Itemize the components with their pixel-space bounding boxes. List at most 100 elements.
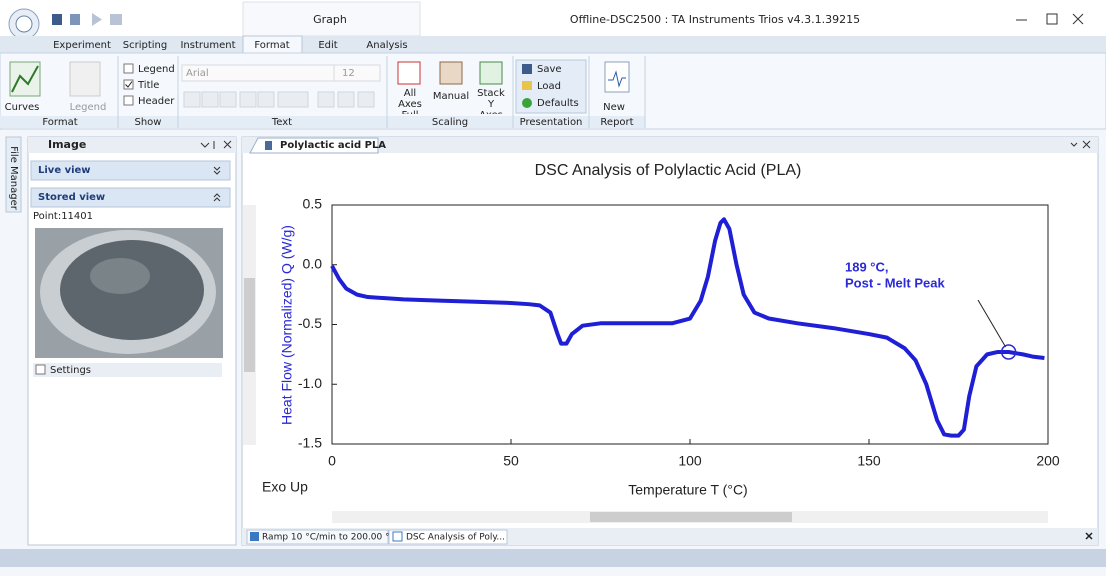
checkbox[interactable] (123, 95, 134, 106)
y-axis-label: Heat Flow (Normalized) Q (W/g) (279, 225, 295, 425)
panel-controls[interactable] (200, 140, 232, 149)
ribbon-button[interactable]: All Axes Full (398, 88, 422, 114)
group-label: Show (135, 117, 162, 128)
font-size: 12 (342, 68, 355, 79)
panel-header (28, 137, 236, 153)
status-bar (0, 549, 1106, 567)
checkbox-label: Header (138, 96, 175, 107)
group-label: Report (600, 117, 633, 128)
pan-highlight (90, 258, 150, 294)
app-logo (15, 15, 33, 33)
file-manager-tab[interactable] (5, 136, 22, 213)
save-icon (522, 64, 532, 74)
document-icon (265, 141, 272, 150)
ribbon-button[interactable]: Curves (5, 102, 40, 113)
chart: DSC Analysis of Polylactic Acid (PLA) 0.5… (262, 162, 1060, 497)
y-tick-label: -1.5 (298, 435, 322, 451)
ribbon-button[interactable]: Legend (70, 102, 107, 113)
group-label-row (0, 116, 645, 128)
ribbon-button[interactable]: New (603, 102, 625, 113)
stack-icon[interactable] (479, 61, 503, 85)
section-bar[interactable] (30, 187, 231, 208)
ribbon-tab[interactable]: Experiment (53, 40, 111, 51)
annotation-leader (977, 299, 1007, 348)
checkbox[interactable] (123, 79, 134, 90)
settings-row (33, 363, 222, 377)
expand-chevron[interactable] (213, 166, 221, 175)
format-buttons[interactable] (183, 91, 375, 108)
ribbon-button[interactable]: Save (537, 64, 562, 75)
x-tick-label: 50 (503, 453, 519, 469)
y-tick-label: -0.5 (298, 315, 322, 331)
context-tab-title: Graph (313, 13, 347, 26)
section-title: Live view (38, 165, 91, 176)
annotation-text: Post - Melt Peak (845, 275, 945, 290)
collapse-chevron[interactable] (213, 193, 221, 202)
section-bar[interactable] (30, 160, 231, 181)
x-tick-label: 200 (1036, 453, 1060, 469)
font-name: Arial (186, 68, 209, 79)
bottom-tab-label: Ramp 10 °C/min to 200.00 °C (262, 533, 396, 543)
curves-icon[interactable] (9, 61, 41, 97)
scaling-label-box: All Axes Full (398, 88, 422, 114)
legend-icon[interactable] (69, 61, 101, 97)
font-combo[interactable] (181, 64, 381, 82)
qat-save[interactable] (52, 14, 62, 25)
ribbon-tab[interactable]: Instrument (180, 40, 235, 51)
group-label: Presentation (520, 117, 583, 128)
maximize-button[interactable] (1046, 13, 1058, 25)
close-tab[interactable] (1085, 532, 1093, 540)
bottom-tab[interactable] (246, 529, 389, 545)
qat-button[interactable] (70, 14, 80, 25)
section-title: Stored view (38, 192, 105, 203)
qat-stop[interactable] (110, 14, 122, 25)
panel-title: Image (48, 138, 86, 151)
ribbon-tab[interactable]: Format (254, 40, 289, 51)
bottom-tab[interactable] (388, 529, 508, 545)
scroll-thumb[interactable] (244, 278, 255, 372)
close-button[interactable] (1072, 13, 1084, 25)
point-label: Point:11401 (33, 211, 93, 222)
title-bar (0, 0, 1106, 36)
ribbon-button[interactable]: Manual (433, 91, 469, 102)
document-tab-strip (242, 137, 1098, 153)
x-axis-label: Temperature T (°C) (628, 482, 747, 498)
qat-run[interactable] (92, 13, 102, 26)
checkmark (125, 81, 133, 88)
tab-icon (392, 531, 403, 542)
group-separators (117, 56, 646, 128)
curves-icon-line (11, 65, 39, 93)
tab-icon (250, 532, 259, 541)
all-axes-icon[interactable] (397, 61, 421, 85)
scroll-thumb[interactable] (590, 512, 792, 522)
window-title: Offline-DSC2500 : TA Instruments Trios v… (570, 13, 860, 26)
group-label: Text (271, 117, 292, 128)
checkbox[interactable] (123, 63, 134, 74)
context-tab-header (242, 1, 421, 37)
checkbox-label: Title (137, 80, 159, 91)
annotation-text: 189 °C, (845, 259, 889, 274)
document-tab[interactable] (249, 137, 379, 154)
x-tick-label: 100 (678, 453, 702, 469)
x-tick-label: 0 (328, 453, 336, 469)
data-line (330, 217, 1045, 438)
ribbon-button[interactable]: Defaults (537, 98, 579, 109)
ribbon-button[interactable]: Stack Y Axes (477, 88, 505, 114)
defaults-icon (522, 98, 532, 108)
y-tick-label: 0.5 (303, 196, 323, 212)
manual-icon[interactable] (439, 61, 463, 85)
group-label: Scaling (432, 117, 468, 128)
group-label: Format (42, 117, 77, 128)
document-controls[interactable] (1070, 140, 1091, 149)
chart-title: DSC Analysis of Polylactic Acid (PLA) (535, 162, 802, 179)
ribbon-tab[interactable]: Analysis (366, 40, 407, 51)
scaling-label-box: Stack Y Axes (477, 88, 505, 114)
ribbon-tab[interactable]: Scripting (123, 40, 167, 51)
annotation-marker (1000, 344, 1017, 360)
checkbox[interactable] (35, 364, 46, 375)
corner-note: Exo Up (262, 479, 308, 495)
y-tick-label: -1.0 (298, 375, 322, 391)
ribbon-tab[interactable]: Edit (318, 40, 337, 51)
ribbon-button[interactable]: Load (537, 81, 561, 92)
